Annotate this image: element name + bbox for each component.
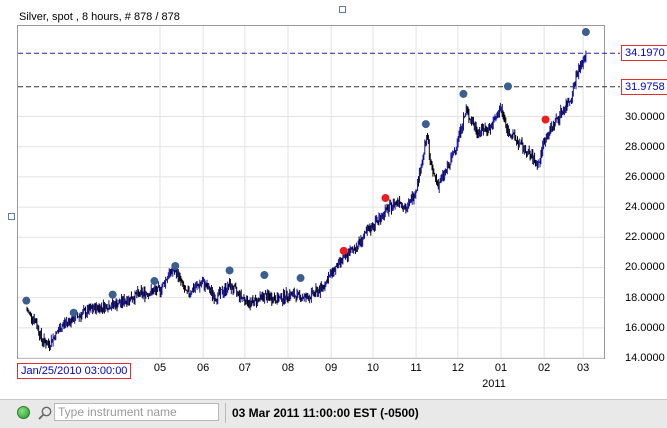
- y-tick-label: 26.0000: [625, 170, 665, 183]
- signal-marker-blue: [150, 277, 159, 286]
- signal-marker-red: [381, 194, 390, 203]
- x-tick-label: 03: [576, 362, 590, 374]
- signal-marker-red: [339, 246, 348, 255]
- y-tick-label: 22.0000: [625, 231, 665, 244]
- signal-marker-blue: [260, 271, 269, 279]
- y-tick-label: 20.0000: [625, 261, 665, 274]
- instrument-search-input[interactable]: [54, 403, 219, 421]
- x-tick-label: 12: [451, 362, 464, 374]
- x-tick-label: 11: [410, 362, 422, 374]
- x-tick-label: 01: [494, 362, 508, 374]
- signal-marker-blue: [69, 308, 78, 317]
- signal-marker-blue: [581, 28, 590, 37]
- chart-title: Silver, spot , 8 hours, # 878 / 878: [19, 11, 180, 23]
- status-indicator-icon[interactable]: [17, 406, 30, 419]
- x-tick-label: 07: [238, 362, 251, 374]
- signal-marker-blue: [225, 266, 234, 275]
- year-label: 2011: [482, 378, 506, 390]
- x-tick-label: 09: [325, 362, 338, 374]
- start-date-box[interactable]: Jan/25/2010 03:00:00: [17, 363, 132, 379]
- price-line-label-0: 34.1970: [621, 45, 667, 62]
- price-line-label-1: 31.9758: [621, 78, 667, 95]
- y-tick-label: 18.0000: [625, 291, 665, 304]
- y-tick-label: 16.0000: [625, 321, 665, 334]
- signal-marker-blue: [421, 120, 430, 129]
- signal-marker-blue: [503, 82, 512, 91]
- x-tick-label: 02: [538, 362, 551, 374]
- x-tick-label: 10: [366, 362, 380, 374]
- resize-handle-top[interactable]: [339, 6, 346, 13]
- x-tick-label: 05: [153, 362, 167, 374]
- x-tick-label: 06: [197, 362, 210, 374]
- signal-marker-blue: [171, 261, 180, 270]
- resize-handle-left[interactable]: [8, 213, 15, 220]
- y-tick-label: 28.0000: [625, 140, 665, 153]
- y-tick-label: 14.0000: [625, 352, 665, 364]
- signal-marker-red: [541, 115, 550, 124]
- toolbar-separator: [225, 403, 226, 423]
- signal-marker-blue: [22, 296, 31, 305]
- x-tick-label: 08: [281, 362, 295, 374]
- search-icon[interactable]: [37, 405, 53, 421]
- signal-marker-blue: [296, 274, 305, 283]
- cursor-timestamp: 03 Mar 2011 11:00:00 EST (-0500): [232, 406, 419, 420]
- price-chart[interactable]: [0, 0, 667, 399]
- signal-marker-blue: [459, 89, 468, 98]
- y-tick-label: 24.0000: [625, 201, 665, 214]
- signal-marker-blue: [108, 290, 117, 299]
- y-tick-label: 30.0000: [625, 110, 665, 123]
